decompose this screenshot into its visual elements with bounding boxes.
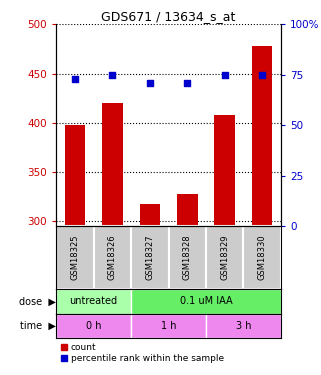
Bar	[214, 115, 235, 226]
Bar	[206, 226, 243, 289]
Point	[185, 80, 190, 86]
Bar	[56, 226, 94, 289]
Text: GSM18330: GSM18330	[258, 235, 267, 280]
Point	[147, 80, 152, 86]
Text: dose  ▶: dose ▶	[19, 296, 56, 306]
Text: GSM18328: GSM18328	[183, 235, 192, 280]
Point	[72, 76, 77, 82]
Bar	[56, 289, 131, 314]
Text: GSM18325: GSM18325	[70, 235, 79, 280]
Bar	[252, 46, 273, 226]
Title: GDS671 / 13634_s_at: GDS671 / 13634_s_at	[101, 10, 236, 23]
Text: GSM18327: GSM18327	[145, 235, 154, 280]
Text: 0.1 uM IAA: 0.1 uM IAA	[180, 296, 232, 306]
Text: GSM18329: GSM18329	[220, 235, 229, 280]
Text: time  ▶: time ▶	[20, 321, 56, 331]
Text: 0 h: 0 h	[86, 321, 101, 331]
Bar	[206, 314, 281, 338]
Text: 3 h: 3 h	[236, 321, 251, 331]
Bar	[243, 226, 281, 289]
Text: untreated: untreated	[70, 296, 118, 306]
Bar	[169, 226, 206, 289]
Point	[260, 72, 265, 78]
Legend: count, percentile rank within the sample: count, percentile rank within the sample	[61, 343, 224, 363]
Bar	[65, 125, 85, 226]
Bar	[131, 226, 169, 289]
Bar	[131, 289, 281, 314]
Bar	[140, 204, 160, 226]
Point	[110, 72, 115, 78]
Bar	[56, 314, 131, 338]
Bar	[94, 226, 131, 289]
Text: GSM18326: GSM18326	[108, 235, 117, 280]
Bar	[102, 103, 123, 226]
Point	[222, 72, 227, 78]
Bar	[131, 314, 206, 338]
Bar	[177, 194, 197, 226]
Text: 1 h: 1 h	[161, 321, 176, 331]
